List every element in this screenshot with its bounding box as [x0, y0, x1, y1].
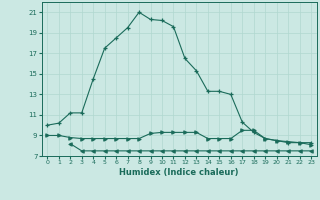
X-axis label: Humidex (Indice chaleur): Humidex (Indice chaleur) — [119, 168, 239, 177]
